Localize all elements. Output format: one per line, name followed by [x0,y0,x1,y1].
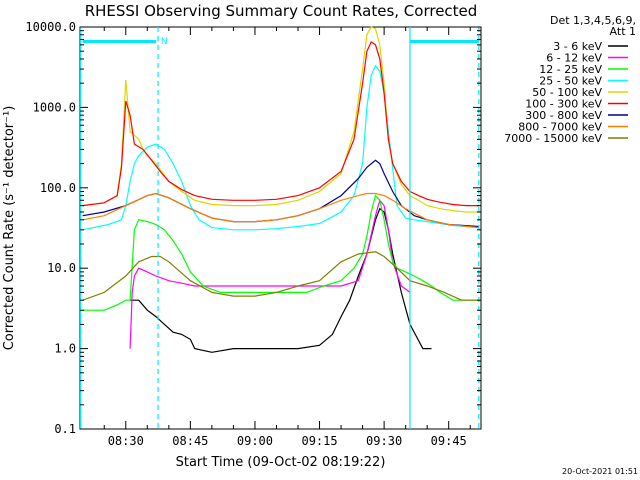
x-tick-label-5: 09:30 [366,434,402,448]
series-layer [82,26,479,353]
y-tick-label-2: 1.0 [54,342,76,356]
y-tick-label-3: 10.0 [47,261,76,275]
series-line-5 [82,26,479,213]
legend-label-8: 800 - 7000 keV [518,121,602,134]
chart-title: RHESSI Observing Summary Count Rates, Co… [85,2,478,20]
series-line-6 [82,41,479,207]
x-tick-label-3: 09:00 [237,434,273,448]
x-axis-label: Start Time (09-Oct-02 08:19:22) [176,455,386,470]
legend-header-1: Det 1,3,4,5,6,9, [550,14,636,27]
series-line-4 [82,64,479,231]
y-tick-label-4: 100.0 [40,181,76,195]
series-line-8 [82,192,479,229]
series-line-3 [82,194,479,311]
flag-bar-label: N [161,37,168,47]
footer-timestamp: 20-Oct-2021 01:51 [562,467,638,476]
legend-label-3: 12 - 25 keV [539,63,602,76]
legend-label-5: 50 - 100 keV [532,86,602,99]
series-line-2 [129,199,411,349]
x-tick-label-6: 09:45 [431,434,467,448]
overlay-layer: N [79,27,480,429]
series-line-7 [82,159,479,228]
legend-label-6: 100 - 300 keV [525,98,602,111]
flag-bar-1 [82,40,156,43]
flag-bar-2 [409,40,479,43]
legend-label-4: 25 - 50 keV [539,75,602,88]
x-tick-label-1: 08:30 [108,434,144,448]
x-tick-label-2: 08:45 [172,434,208,448]
legend-label-9: 7000 - 15000 keV [504,132,602,145]
x-tick-label-4: 09:15 [301,434,337,448]
tick-layer: 08:30 08:45 09:00 09:15 09:30 09:45 0.1 1.0 10.0… [25,20,481,448]
y-tick-label-6: 10000.0 [25,20,76,34]
legend-header-2: Att 1 [610,25,636,38]
legend-label-1: 3 - 6 keV [553,40,602,53]
y-tick-label-1: 0.1 [54,422,76,436]
y-tick-label-5: 1000.0 [33,100,76,114]
legend-label-7: 300 - 800 keV [525,109,602,122]
y-axis-label: Corrected Count Rate (s⁻¹ detector⁻¹) [2,106,17,351]
legend-label-2: 6 - 12 keV [546,52,602,65]
series-line-9 [82,251,479,301]
